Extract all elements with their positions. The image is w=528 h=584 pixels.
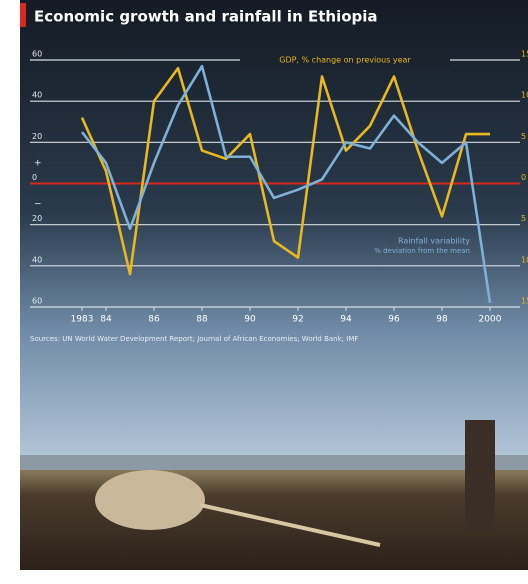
ox — [95, 470, 205, 530]
y-tick-label: 20 — [32, 214, 42, 223]
plus-sign: + — [34, 158, 42, 168]
y-tick-label: 20 — [32, 132, 42, 141]
x-tick-label: 2000 — [479, 315, 502, 325]
source: Sources: UN World Water Development Repo… — [30, 335, 358, 343]
legend-rain: Rainfall variability — [398, 237, 470, 246]
x-tick-label: 92 — [292, 315, 303, 325]
y2-tick-label: 15 — [521, 297, 528, 306]
x-tick-label: 84 — [100, 315, 112, 325]
x-tick-label: 1983 — [71, 315, 94, 325]
x-tick-label: 94 — [340, 315, 352, 325]
y2-tick-label: 0 — [521, 173, 526, 182]
farmer — [465, 420, 495, 530]
page: Economic growth and rainfall in Ethiopia… — [0, 0, 528, 584]
y2-tick-label: 15 — [521, 50, 528, 59]
red-tab — [20, 3, 26, 27]
legend-gdp: GDP, % change on previous year — [279, 56, 411, 65]
y-tick-label: 60 — [32, 297, 42, 306]
x-tick-label: 96 — [388, 315, 400, 325]
x-tick-label: 98 — [436, 315, 448, 325]
y-tick-label: 60 — [32, 50, 42, 59]
photo-sky — [20, 0, 528, 470]
chart: Economic growth and rainfall in Ethiopia… — [0, 0, 528, 580]
x-tick-label: 88 — [196, 315, 208, 325]
y2-tick-label: 5 — [521, 132, 526, 141]
chart-title: Economic growth and rainfall in Ethiopia — [34, 8, 378, 26]
y2-tick-label: 5 — [521, 214, 526, 223]
y2-tick-label: 10 — [521, 255, 528, 264]
minus-sign: − — [34, 200, 42, 210]
x-tick-label: 86 — [148, 315, 160, 325]
y2-tick-label: 10 — [521, 91, 528, 100]
y-tick-label: 40 — [32, 255, 42, 264]
x-tick-label: 90 — [244, 315, 256, 325]
y-tick-label: 40 — [32, 91, 42, 100]
rain-note: % deviation from the mean — [374, 247, 470, 255]
y-tick-label: 0 — [32, 173, 37, 182]
